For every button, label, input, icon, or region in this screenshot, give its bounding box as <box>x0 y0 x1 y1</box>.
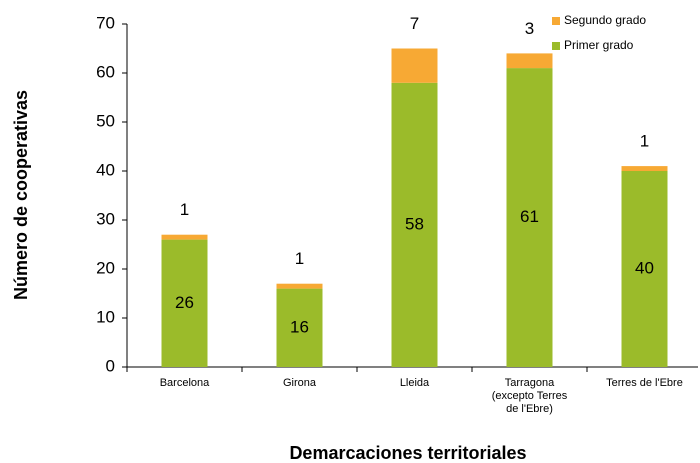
x-axis-label: Demarcaciones territoriales <box>289 443 526 463</box>
x-tick-label: Terres de l'Ebre <box>606 377 683 389</box>
bar-segment <box>391 82 438 368</box>
bar-segment <box>391 48 438 83</box>
y-tick-label: 60 <box>96 62 115 81</box>
y-tick-label: 10 <box>96 307 115 326</box>
bar-segment <box>161 234 208 240</box>
data-label: 58 <box>405 214 424 233</box>
y-tick-label: 0 <box>106 356 115 375</box>
bar-segment <box>161 239 208 367</box>
y-tick-label: 40 <box>96 160 115 179</box>
data-label: 7 <box>410 14 419 33</box>
data-label: 26 <box>175 293 194 312</box>
y-tick-label: 70 <box>96 13 115 32</box>
legend-label: Segundo grado <box>564 13 646 27</box>
legend-swatch <box>552 42 560 50</box>
data-label: 3 <box>525 19 534 38</box>
bar-segment <box>276 283 323 289</box>
legend-swatch <box>552 17 560 25</box>
data-label: 1 <box>295 249 304 268</box>
y-tick-label: 50 <box>96 111 115 130</box>
x-tick-label: Girona <box>282 377 317 389</box>
bar-segment <box>506 68 553 367</box>
data-label: 1 <box>180 200 189 219</box>
y-tick-label: 20 <box>96 258 115 277</box>
data-label: 1 <box>640 132 649 151</box>
data-label: 16 <box>290 317 309 336</box>
x-tick-label: Tarragona (excepto Terres de l'Ebre) <box>491 377 568 415</box>
bar-segment <box>621 166 668 171</box>
bar-segment <box>506 53 553 69</box>
x-tick-label: Barcelona <box>159 377 210 389</box>
data-label: 61 <box>520 207 539 226</box>
legend-label: Primer grado <box>564 38 634 52</box>
x-tick-label: Lleida <box>399 377 430 389</box>
y-axis-label: Número de cooperativas <box>11 90 31 300</box>
data-label: 40 <box>635 258 654 277</box>
y-tick-label: 30 <box>96 209 115 228</box>
bar-segment <box>621 171 668 367</box>
bar-segment <box>276 288 323 367</box>
